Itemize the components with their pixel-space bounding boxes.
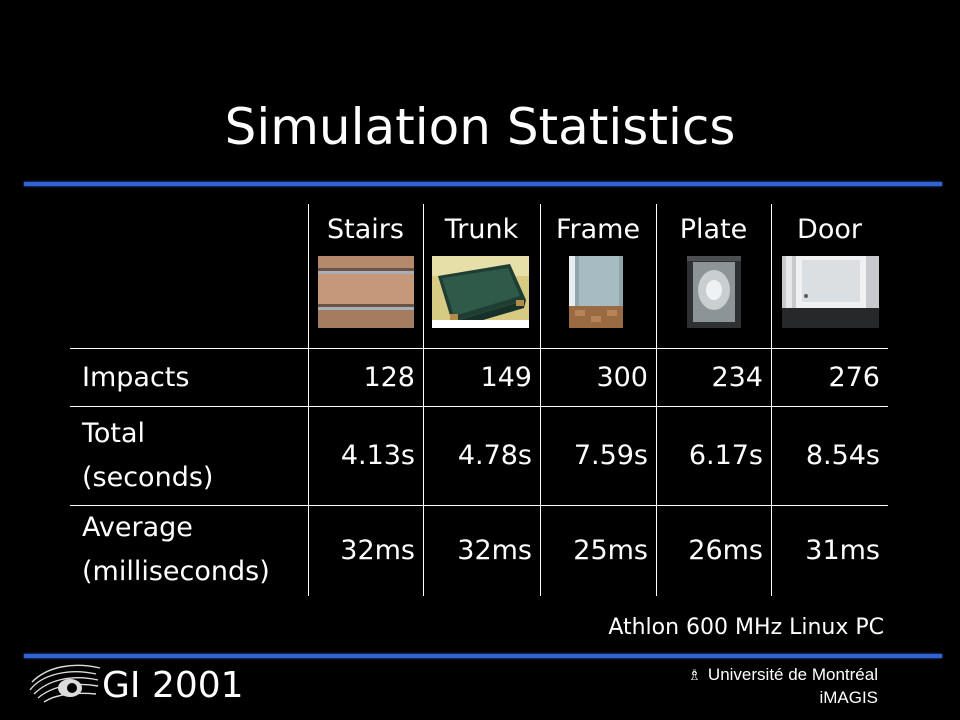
row-label-total: Total (seconds)	[82, 412, 213, 500]
table-gridline	[540, 204, 541, 596]
trunk-image	[432, 256, 529, 328]
university-crest-icon: ♗	[687, 667, 702, 684]
table-gridline	[423, 204, 424, 596]
table-cell: 25ms	[573, 535, 648, 566]
table-cell: 32ms	[457, 535, 532, 566]
university-name: Université de Montréal	[707, 665, 878, 684]
column-header-door: Door	[797, 214, 862, 245]
table-cell: 26ms	[688, 535, 763, 566]
column-header-frame: Frame	[555, 214, 641, 245]
row-label-average: Average (milliseconds)	[82, 506, 270, 594]
university-credit: ♗ Université de Montréal iMAGIS	[688, 664, 878, 709]
table-cell: 7.59s	[573, 440, 648, 471]
table-cell: 4.13s	[340, 440, 415, 471]
table-cell: 149	[480, 362, 532, 393]
hardware-footnote: Athlon 600 MHz Linux PC	[608, 615, 884, 640]
table-cell: 32ms	[340, 535, 415, 566]
table-cell: 276	[828, 362, 880, 393]
column-header-stairs: Stairs	[327, 214, 404, 245]
row-label-line: Total	[82, 418, 146, 449]
row-label-line: (seconds)	[82, 462, 214, 493]
table-cell: 300	[596, 362, 648, 393]
table-gridline	[70, 406, 888, 407]
table-gridline	[656, 204, 657, 596]
table-cell: 234	[711, 362, 763, 393]
table-cell: 6.17s	[688, 440, 763, 471]
eye-logo-icon	[29, 664, 101, 703]
lab-name: iMAGIS	[819, 688, 878, 707]
table-cell: 31ms	[805, 535, 880, 566]
frame-image	[569, 256, 623, 328]
conference-label: GI 2001	[102, 665, 244, 706]
slide-title: Simulation Statistics	[224, 98, 736, 156]
column-header-trunk: Trunk	[444, 214, 519, 245]
table-gridline	[70, 348, 888, 349]
plate-image	[687, 256, 741, 328]
row-label-line: Impacts	[82, 362, 190, 393]
title-divider	[24, 182, 942, 186]
table-cell: 4.78s	[457, 440, 532, 471]
door-image	[782, 256, 879, 328]
row-label-line: Average	[82, 512, 193, 543]
table-cell: 128	[363, 362, 415, 393]
table-gridline	[771, 204, 772, 596]
table-gridline	[308, 204, 309, 596]
row-label-line: (milliseconds)	[82, 556, 270, 587]
footer-divider	[24, 654, 942, 658]
table-cell: 8.54s	[805, 440, 880, 471]
table-gridline	[70, 505, 888, 506]
stairs-image	[318, 256, 414, 328]
column-header-plate: Plate	[679, 214, 748, 245]
row-label-impacts: Impacts	[82, 356, 189, 400]
